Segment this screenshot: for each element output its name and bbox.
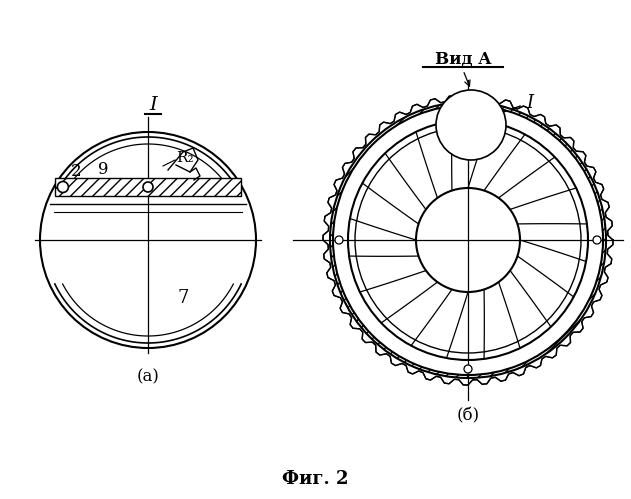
Circle shape (143, 182, 153, 192)
Circle shape (57, 182, 68, 193)
Bar (55, 178, 241, 196)
Text: (a): (a) (136, 368, 160, 385)
Circle shape (436, 90, 506, 160)
Circle shape (40, 132, 256, 348)
Circle shape (416, 188, 520, 292)
Polygon shape (323, 95, 613, 385)
Text: I: I (149, 96, 157, 114)
Text: 9: 9 (98, 161, 109, 178)
Circle shape (464, 365, 472, 373)
Text: I: I (526, 94, 533, 112)
Circle shape (335, 236, 343, 244)
Circle shape (464, 107, 472, 115)
Circle shape (330, 102, 606, 378)
Text: Вид A: Вид A (435, 50, 491, 67)
Text: R₂: R₂ (176, 151, 194, 165)
Circle shape (593, 236, 601, 244)
Text: (б): (б) (456, 407, 480, 424)
Circle shape (313, 85, 623, 395)
Text: 7: 7 (177, 289, 189, 307)
Text: Фиг. 2: Фиг. 2 (282, 470, 348, 488)
Text: 2: 2 (71, 164, 81, 181)
